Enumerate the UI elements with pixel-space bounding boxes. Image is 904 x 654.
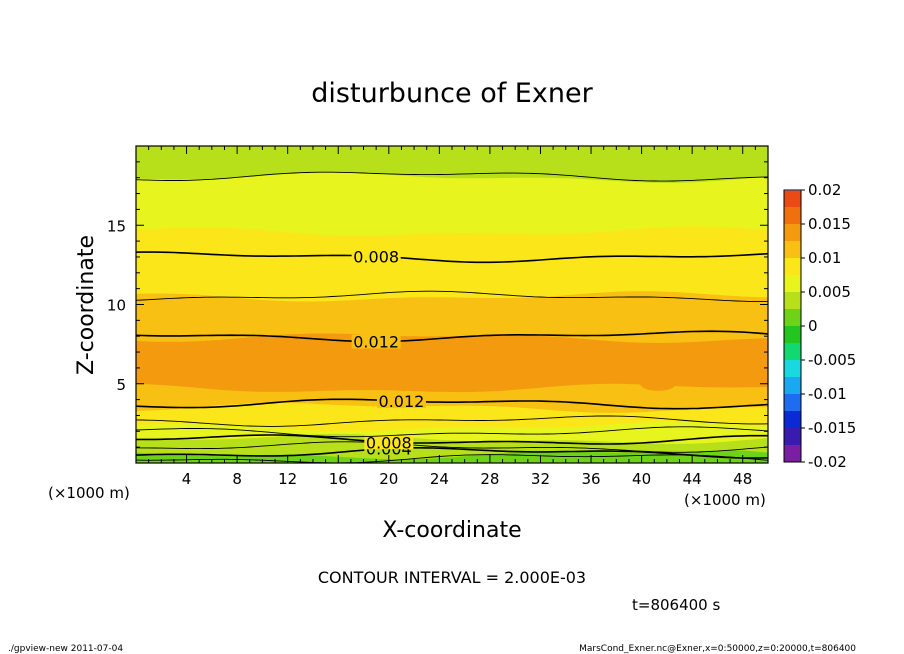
colorbar-label: 0.005 [808,283,851,301]
chart-title: disturbunce of Exner [311,78,593,109]
colorbar-swatch-4 [784,377,801,394]
colorbar-swatch-6 [784,343,801,360]
high-blob-1 [377,373,414,388]
high-blob-3 [640,376,677,391]
x-tick-label: 28 [480,470,499,488]
colorbar-label: -0.01 [808,385,847,403]
colorbar-label: 0.015 [808,215,851,233]
x-tick-label: 48 [733,470,752,488]
colorbar-label: -0.005 [808,351,856,369]
plot-area [136,146,768,463]
contour-label-bg-7 [351,334,401,349]
contour-band-20 [136,146,768,183]
footer-left: ./gpview-new 2011-07-04 [8,644,123,654]
x-units-left: (×1000 m) [48,484,130,502]
colorbar-swatch-0 [784,445,801,462]
contour-label-bg-6 [376,394,426,409]
x-tick-label: 8 [232,470,242,488]
high-blob-0 [143,368,160,383]
x-tick-label: 36 [581,470,600,488]
x-tick-label: 24 [430,470,449,488]
time-text: t=806400 s [632,596,720,614]
colorbar-swatch-7 [784,326,801,343]
colorbar: 0.02 0.015 0.01 0.005 0 -0.005 -0.01 -0.015 -0.0… [783,181,856,471]
colorbar-swatch-1 [784,428,801,445]
contour-line-1 [136,447,768,459]
colorbar-swatch-13 [784,224,801,241]
contour-line-4 [136,426,768,438]
y-axis-label: Z-coordinate [74,235,99,375]
colorbar-swatch-12 [784,241,801,258]
x-axis-label: X-coordinate [382,518,521,543]
x-units-right: (×1000 m) [684,491,766,509]
contour-label-3: 0.008 [366,433,412,452]
colorbar-swatch-8 [784,309,801,326]
contour-label-bg-3 [364,435,414,450]
contour-label-7: 0.012 [353,333,399,352]
colorbar-label: 0.02 [808,181,841,199]
contour-line-7 [136,330,768,343]
contour-line-9 [136,251,768,264]
x-tick-label: 4 [182,470,192,488]
footer-right: MarsCond_Exner.nc@Exner,x=0:50000,z=0:20… [579,644,856,654]
contour-line-10 [136,171,768,182]
y-axis: 5 10 15 [107,161,768,448]
contour-line-0 [136,454,768,463]
contour-interval-text: CONTOUR INTERVAL = 2.000E-03 [318,568,586,587]
colorbar-swatch-15 [784,190,801,207]
contour-label-6: 0.012 [379,392,425,411]
x-tick-label: 16 [329,470,348,488]
x-tick-label: 44 [683,470,702,488]
colorbar-label: -0.02 [808,453,847,471]
y-tick-label: 15 [107,217,126,235]
y-tick-label: 5 [116,376,126,394]
y-tick-label: 10 [107,297,126,315]
colorbar-swatch-10 [784,275,801,292]
contour-line-3 [136,434,768,445]
colorbar-label: 0.01 [808,249,841,267]
x-tick-label: 12 [278,470,297,488]
colorbar-label: -0.015 [808,419,856,437]
colorbar-swatch-5 [784,360,801,377]
contour-label-9: 0.008 [353,247,399,266]
contour-line-5 [136,415,768,427]
contour-line-2 [136,441,768,453]
contour-label-bg-9 [351,249,401,264]
colorbar-swatch-14 [784,207,801,224]
colorbar-label: 0 [808,317,818,335]
contour-line-6 [136,398,768,410]
contour-line-8 [136,290,768,303]
colorbar-swatch-11 [784,258,801,275]
colorbar-swatch-2 [784,411,801,428]
colorbar-swatch-9 [784,292,801,309]
x-tick-label: 32 [531,470,550,488]
colorbar-swatch-3 [784,394,801,411]
x-tick-label: 40 [632,470,651,488]
x-axis: 4 8 12 16 20 24 28 32 36 40 44 48 [148,146,756,488]
x-tick-label: 20 [379,470,398,488]
high-blob-2 [497,375,534,390]
